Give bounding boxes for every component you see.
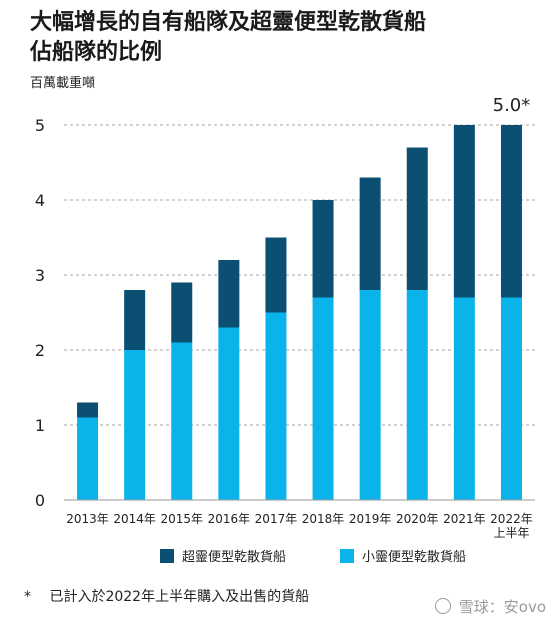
bar-annotation: 5.0* xyxy=(493,95,531,116)
chart-title-line-2: 佔船隊的比例 xyxy=(30,40,163,65)
y-axis-unit-label: 百萬載重噸 xyxy=(30,76,96,91)
x-tick-label: 2020年 xyxy=(396,512,439,526)
watermark-logo-icon xyxy=(434,598,451,614)
x-tick-label: 2017年 xyxy=(255,512,298,526)
bar-segment xyxy=(265,312,287,500)
x-tick-label: 2014年 xyxy=(113,512,156,526)
x-tick-label: 2016年 xyxy=(208,512,251,526)
x-tick-label: 2022年 xyxy=(490,512,533,526)
bar-segment xyxy=(312,200,334,298)
bar-segment xyxy=(453,125,475,298)
x-tick-label: 2019年 xyxy=(349,512,392,526)
x-tick-label: 上半年 xyxy=(493,526,529,540)
bar-segment xyxy=(453,297,475,500)
legend-item-small-handysize: 小靈便型乾散貨船 xyxy=(340,546,466,565)
legend-label-handysize: 超靈便型乾散貨船 xyxy=(182,550,287,565)
chart-title: 大幅增長的自有船隊及超靈便型乾散貨船 佔船隊的比例 xyxy=(30,8,530,68)
bar-segment xyxy=(77,417,99,500)
y-tick-label: 4 xyxy=(35,191,45,210)
legend-item-handysize: 超靈便型乾散貨船 xyxy=(160,546,286,565)
bar-segment xyxy=(265,237,287,313)
bar-segment xyxy=(500,125,522,298)
bar-segment xyxy=(171,342,193,500)
bar-segment xyxy=(171,282,193,343)
footnote: * 已計入於2022年上半年購入及出售的貨船 xyxy=(24,586,309,606)
x-tick-label: 2021年 xyxy=(443,512,486,526)
x-tick-label: 2013年 xyxy=(66,512,109,526)
y-tick-label: 2 xyxy=(35,341,45,360)
chart-title-line-1: 大幅增長的自有船隊及超靈便型乾散貨船 xyxy=(30,10,427,35)
x-tick-label: 2015年 xyxy=(160,512,203,526)
bar-segment xyxy=(500,297,522,500)
y-tick-label: 5 xyxy=(35,116,45,135)
x-tick-label: 2018年 xyxy=(302,512,345,526)
bar-segment xyxy=(77,402,99,418)
footnote-marker: * xyxy=(24,589,31,605)
watermark: 雪球：安ovo xyxy=(434,596,546,617)
bar-segment xyxy=(312,297,334,500)
bar-segment xyxy=(359,290,381,500)
bar-segment xyxy=(359,177,381,290)
footnote-text: 已計入於2022年上半年購入及出售的貨船 xyxy=(49,589,310,605)
y-tick-label: 0 xyxy=(35,491,45,510)
legend-label-small-handysize: 小靈便型乾散貨船 xyxy=(362,550,467,565)
bar-segment xyxy=(124,290,146,350)
bar-segment xyxy=(406,290,428,500)
y-tick-label: 3 xyxy=(35,266,45,285)
bar-segment xyxy=(218,327,240,500)
legend-swatch-small-handysize xyxy=(340,548,354,563)
stacked-bar-chart: 0 1 2 3 4 5 2013年 2014年 2015年 2016年 2017年 2018年 2019… xyxy=(35,95,535,540)
bar-segment xyxy=(406,147,428,290)
bar-segment xyxy=(124,350,146,500)
bar-segment xyxy=(218,260,240,328)
legend-swatch-handysize xyxy=(160,548,174,563)
y-tick-label: 1 xyxy=(35,416,45,435)
watermark-text: 雪球：安ovo xyxy=(458,598,546,616)
